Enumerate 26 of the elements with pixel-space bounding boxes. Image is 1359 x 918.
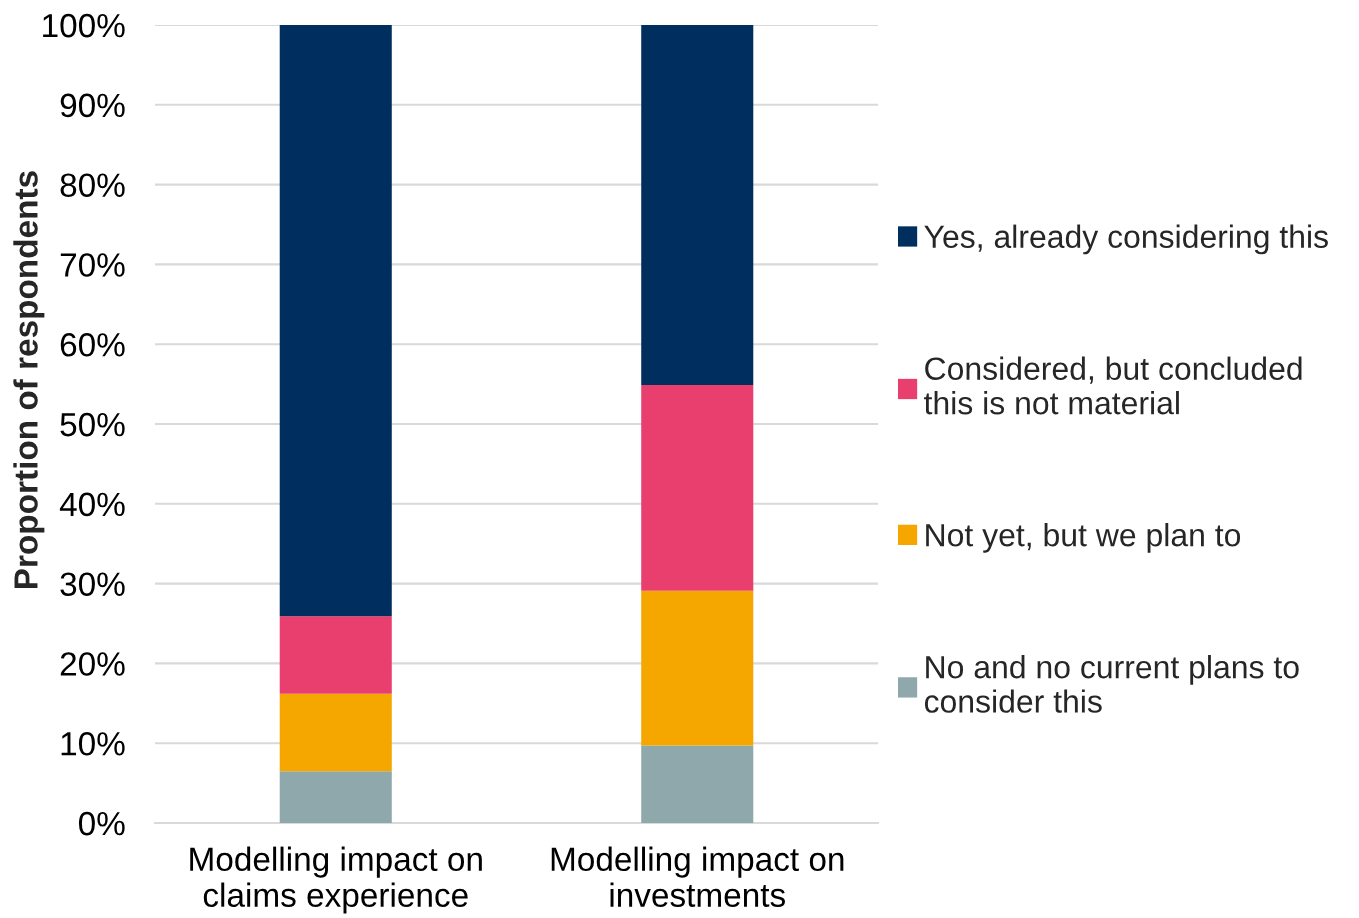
y-tick-label: 20% bbox=[60, 652, 125, 676]
bar bbox=[279, 25, 392, 617]
bar bbox=[279, 693, 392, 772]
y-tick-label: 0% bbox=[78, 811, 125, 836]
legend-label: Considered, but concluded this is not material bbox=[924, 356, 1302, 415]
y-tick-label: 80% bbox=[60, 173, 125, 198]
legend-label: No and no current plans to consider this bbox=[924, 654, 1299, 713]
bar bbox=[279, 771, 392, 823]
x-tick-label: Modelling impact on investments bbox=[551, 846, 844, 907]
bar bbox=[641, 384, 754, 591]
y-tick-label: 100% bbox=[43, 13, 125, 38]
bar bbox=[641, 590, 754, 746]
bar bbox=[279, 616, 392, 694]
y-tick-label: 50% bbox=[60, 412, 125, 437]
y-axis-title: Proportion of respondents bbox=[13, 171, 45, 589]
y-tick-label: 90% bbox=[60, 93, 125, 118]
bar bbox=[641, 25, 754, 385]
legend-label: Yes, already considering this bbox=[924, 224, 1328, 255]
y-tick-label: 30% bbox=[60, 572, 125, 597]
x-tick-label: Modelling impact on claims experience bbox=[190, 846, 482, 914]
y-tick-label: 70% bbox=[60, 253, 125, 277]
legend-label: Not yet, but we plan to bbox=[926, 522, 1241, 553]
y-tick-label: 10% bbox=[61, 732, 125, 756]
y-tick-label: 60% bbox=[60, 333, 125, 357]
y-tick-label: 40% bbox=[59, 492, 125, 517]
bar bbox=[641, 745, 754, 823]
